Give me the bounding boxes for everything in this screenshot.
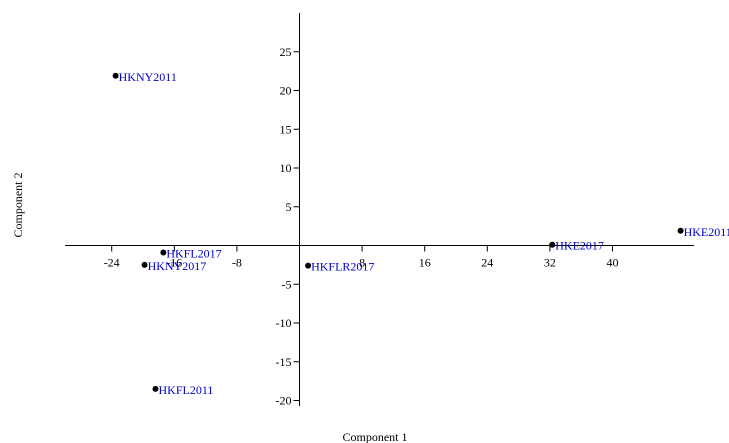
y-tick-label: -5: [282, 277, 292, 291]
data-point: [677, 227, 684, 234]
data-point: [549, 241, 556, 248]
x-tick-label: 16: [419, 256, 431, 270]
y-tick-label: 10: [280, 161, 292, 175]
point-label: HKE2011: [684, 225, 729, 239]
x-tick-label: -24: [104, 256, 120, 270]
y-tick-label: -20: [276, 394, 292, 408]
x-tick-label: 40: [607, 256, 619, 270]
x-axis-title: Component 1: [343, 430, 408, 443]
y-tick-label: 20: [280, 84, 292, 98]
x-tick-label: 32: [544, 256, 556, 270]
data-point: [152, 385, 159, 392]
point-label: HKFL2017: [166, 246, 221, 260]
point-label: HKNY2017: [148, 259, 207, 273]
data-point: [305, 262, 312, 269]
axes: [65, 13, 694, 406]
point-label: HKE2017: [555, 239, 604, 253]
y-tick-label: 15: [280, 122, 292, 136]
point-label: HKFLR2017: [311, 260, 374, 274]
data-point: [141, 261, 148, 268]
y-tick-label: -15: [276, 355, 292, 369]
data-point: [112, 72, 119, 79]
point-label: HKFL2011: [159, 383, 214, 397]
x-tick-label: 8: [359, 256, 365, 270]
y-tick-label: -10: [276, 316, 292, 330]
y-tick-label: 5: [286, 200, 292, 214]
data-point: [160, 249, 167, 256]
point-label: HKNY2011: [119, 70, 177, 84]
ticks: -24 -16 -8 8 16 24 32 40 -20 -15 -10 -5 5 10 15 20 25: [104, 45, 619, 408]
x-tick-label: -8: [232, 256, 242, 270]
x-tick-label: -16: [166, 256, 182, 270]
y-tick-label: 25: [280, 45, 292, 59]
x-tick-label: 24: [481, 256, 493, 270]
y-axis-title: Component 2: [11, 173, 25, 238]
